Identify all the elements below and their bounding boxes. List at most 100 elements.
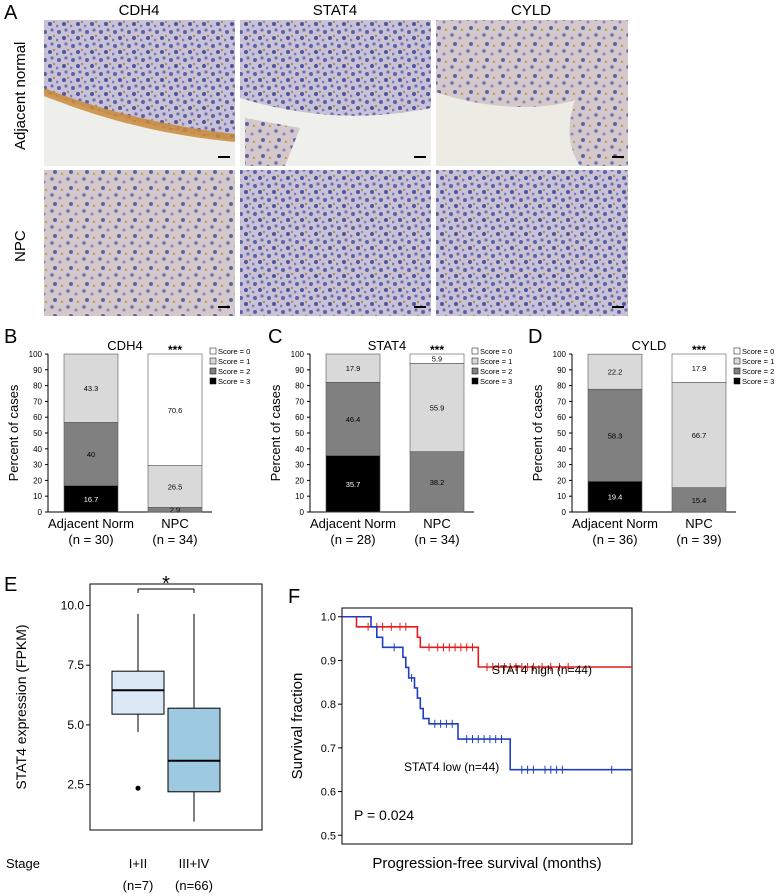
data-label: 70.6: [168, 406, 183, 415]
y-axis-label: Percent of cases: [530, 384, 545, 481]
column-header-cdh4: CDH4: [118, 2, 160, 19]
y-tick-label: 0: [38, 508, 43, 517]
bar-segment: [587, 481, 643, 513]
legend-swatch: [471, 347, 479, 355]
y-tick-label: 30: [295, 461, 304, 470]
panel-a-letter: A: [4, 2, 18, 24]
micrograph-cyld-npc: [436, 170, 628, 316]
y-axis-label: Survival fraction: [289, 673, 306, 780]
survival-curve: [342, 615, 632, 668]
bar-segment: [671, 381, 727, 488]
category-label: Adjacent Norm: [48, 516, 134, 531]
legend-label: Score = 3: [218, 377, 250, 386]
outlier-point: [135, 785, 141, 791]
y-tick-label: 10.0: [61, 598, 85, 612]
column-header-stat4: STAT4: [312, 2, 358, 19]
panel-d-letter: D: [528, 326, 543, 348]
data-label: 66.7: [692, 431, 707, 440]
y-tick-label: 0.6: [321, 787, 336, 799]
data-label: 58.3: [608, 431, 623, 440]
bar-segment: [409, 451, 465, 513]
y-tick-label: 50: [295, 429, 304, 438]
micrograph-cyld-normal: [436, 20, 628, 166]
category-label: III+IV: [179, 856, 210, 871]
category-label: NPC: [423, 516, 450, 531]
category-n-label: (n=66): [175, 878, 213, 893]
y-axis-label: Percent of cases: [6, 384, 21, 481]
legend-swatch: [733, 367, 741, 375]
y-tick-label: 10: [557, 492, 566, 501]
bar-segment: [325, 455, 381, 513]
y-tick-label: 20: [295, 476, 304, 485]
y-tick-label: 50: [33, 429, 42, 438]
data-label: 17.9: [346, 364, 361, 373]
series-label-high: STAT4 high (n=44): [492, 663, 592, 677]
y-tick-label: 70: [33, 397, 42, 406]
box-plot-stat4-stage: 2.5 5.0 7.5 10.0 STAT4 expression (FPKM) I+II…: [6, 573, 263, 893]
y-tick-label: 60: [557, 413, 566, 422]
y-tick-label: 80: [557, 382, 566, 391]
category-label: I+II: [129, 856, 147, 871]
bar-segment: [325, 381, 381, 456]
y-tick-label: 0.7: [321, 743, 336, 755]
data-label: 16.7: [84, 495, 99, 504]
data-label: 5.9: [432, 355, 442, 364]
category-n-label: (n = 30): [68, 532, 113, 547]
y-axis-label: STAT4 expression (FPKM): [13, 624, 29, 789]
legend-label: Score = 1: [218, 357, 250, 366]
data-label: 17.9: [692, 364, 707, 373]
legend-label: Score = 3: [480, 377, 512, 386]
category-n-label: (n = 34): [414, 532, 459, 547]
legend-label: Score = 0: [480, 347, 512, 356]
bar-segment: [587, 353, 643, 390]
panel-c-letter: C: [268, 326, 283, 348]
y-tick-label: 30: [557, 461, 566, 470]
y-tick-label: 0.5: [321, 830, 336, 842]
legend-swatch: [471, 377, 479, 385]
p-value-annotation: P = 0.024: [354, 807, 414, 823]
series-label-low: STAT4 low (n=44): [404, 760, 499, 774]
legend-label: Score = 2: [218, 367, 250, 376]
data-label: 22.2: [608, 368, 623, 377]
legend-label: Score = 0: [742, 347, 774, 356]
bar-segment: [147, 353, 203, 466]
data-label: 15.4: [692, 496, 707, 505]
y-tick-label: 90: [33, 366, 42, 375]
legend-label: Score = 1: [480, 357, 512, 366]
category-n-label: (n = 28): [330, 532, 375, 547]
legend-label: Score = 0: [218, 347, 250, 356]
y-tick-label: 0: [562, 508, 567, 517]
column-header-cyld: CYLD: [510, 2, 551, 19]
y-tick-label: 70: [295, 397, 304, 406]
panel-f-letter: F: [288, 586, 301, 608]
y-tick-label: 20: [557, 476, 566, 485]
y-tick-label: 0: [300, 508, 305, 517]
data-label: 2.9: [170, 506, 180, 515]
bar-segment: [671, 353, 727, 383]
legend-swatch: [733, 347, 741, 355]
micrograph-cdh4-npc: [44, 170, 235, 316]
legend-label: Score = 2: [742, 367, 774, 376]
legend-swatch: [209, 347, 217, 355]
legend-swatch: [471, 357, 479, 365]
y-tick-label: 80: [295, 382, 304, 391]
data-label: 40: [87, 450, 95, 459]
y-tick-label: 40: [295, 445, 304, 454]
y-tick-label: 10: [295, 492, 304, 501]
legend-label: Score = 1: [742, 357, 774, 366]
category-n-label: (n=7): [123, 878, 154, 893]
micrograph-grid: [44, 20, 628, 316]
bar-segment: [587, 388, 643, 482]
y-tick-label: 100: [29, 350, 43, 359]
y-tick-label: 5.0: [67, 718, 84, 732]
significance-marker: *: [162, 573, 170, 595]
data-label: 46.4: [346, 415, 361, 424]
significance-marker: ***: [168, 343, 182, 357]
data-label: 19.4: [608, 493, 623, 502]
bar-segment: [671, 487, 727, 513]
y-tick-label: 0.9: [321, 655, 336, 667]
y-tick-label: 60: [295, 413, 304, 422]
category-label: Adjacent Norm: [572, 516, 658, 531]
legend-swatch: [209, 377, 217, 385]
y-tick-label: 50: [557, 429, 566, 438]
